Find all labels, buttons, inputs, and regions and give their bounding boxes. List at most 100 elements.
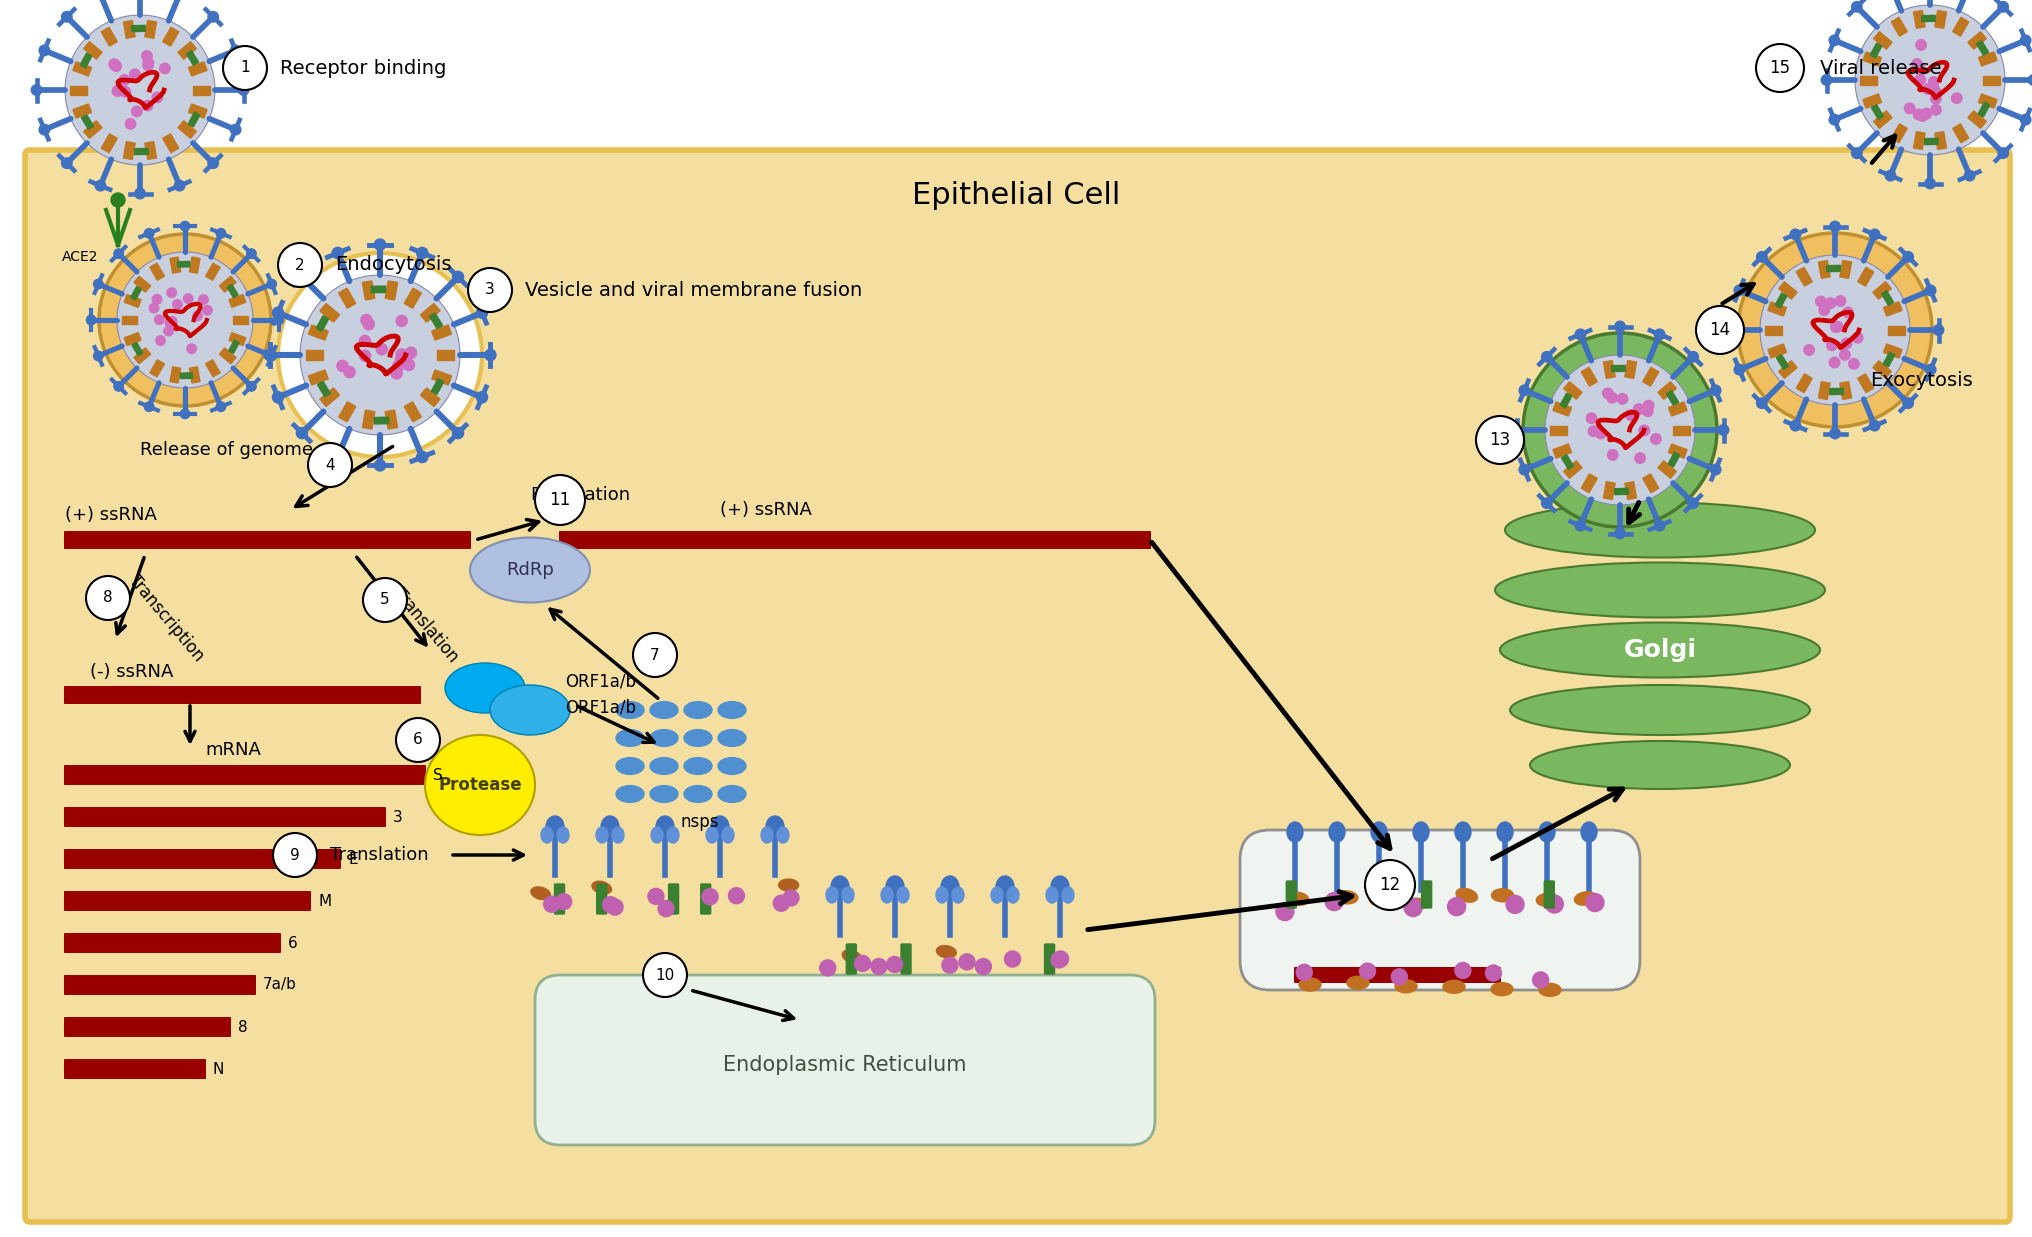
Text: Replication: Replication — [530, 486, 630, 503]
FancyBboxPatch shape — [63, 975, 256, 995]
Polygon shape — [421, 388, 441, 407]
Circle shape — [545, 897, 559, 912]
Polygon shape — [124, 142, 136, 160]
Ellipse shape — [825, 887, 837, 903]
Circle shape — [1835, 296, 1845, 307]
Text: RdRp: RdRp — [506, 562, 555, 579]
FancyBboxPatch shape — [1286, 881, 1296, 908]
Text: (-) ssRNA: (-) ssRNA — [89, 663, 173, 682]
Ellipse shape — [1538, 823, 1554, 842]
Circle shape — [142, 61, 152, 71]
Circle shape — [1902, 251, 1914, 262]
Polygon shape — [1859, 75, 1878, 84]
Circle shape — [1737, 233, 1932, 427]
Circle shape — [886, 956, 902, 972]
Polygon shape — [124, 333, 140, 345]
Circle shape — [61, 158, 71, 168]
Circle shape — [1855, 5, 2006, 155]
Circle shape — [1640, 426, 1650, 435]
Circle shape — [396, 354, 406, 365]
Ellipse shape — [1370, 893, 1390, 907]
Circle shape — [85, 576, 130, 620]
Ellipse shape — [1347, 976, 1370, 990]
Circle shape — [774, 896, 788, 912]
Circle shape — [1869, 229, 1880, 240]
Polygon shape — [205, 263, 219, 281]
Ellipse shape — [530, 887, 551, 899]
Ellipse shape — [896, 887, 908, 903]
Circle shape — [959, 954, 975, 970]
Polygon shape — [1979, 52, 1997, 66]
Ellipse shape — [616, 730, 644, 746]
Circle shape — [1997, 148, 2008, 158]
Circle shape — [1384, 892, 1400, 910]
Circle shape — [144, 229, 154, 238]
Circle shape — [1790, 229, 1800, 240]
Polygon shape — [1550, 426, 1567, 434]
FancyBboxPatch shape — [1240, 830, 1640, 990]
Circle shape — [453, 271, 463, 282]
Text: ORF1a/b: ORF1a/b — [565, 699, 636, 717]
Ellipse shape — [656, 816, 675, 837]
Ellipse shape — [711, 816, 729, 837]
Polygon shape — [1892, 17, 1908, 36]
Ellipse shape — [762, 828, 772, 842]
Ellipse shape — [1063, 887, 1075, 903]
Ellipse shape — [685, 701, 711, 719]
Polygon shape — [431, 325, 451, 340]
Ellipse shape — [843, 950, 862, 964]
Polygon shape — [1766, 325, 1782, 334]
Polygon shape — [1967, 111, 1987, 129]
Ellipse shape — [685, 730, 711, 746]
Ellipse shape — [1298, 978, 1321, 991]
Ellipse shape — [1496, 563, 1825, 617]
Polygon shape — [1874, 111, 1892, 129]
Ellipse shape — [685, 785, 711, 803]
Polygon shape — [83, 121, 102, 139]
Circle shape — [181, 221, 189, 231]
Circle shape — [396, 349, 406, 360]
Circle shape — [331, 247, 343, 259]
Circle shape — [181, 409, 189, 418]
Circle shape — [1914, 74, 1926, 85]
Circle shape — [1733, 365, 1745, 375]
Ellipse shape — [717, 730, 746, 746]
Ellipse shape — [650, 757, 679, 774]
Circle shape — [1276, 903, 1294, 920]
Circle shape — [1869, 421, 1880, 430]
Polygon shape — [386, 411, 398, 429]
Circle shape — [1902, 398, 1914, 408]
Circle shape — [93, 280, 104, 289]
Ellipse shape — [831, 876, 849, 898]
Circle shape — [1626, 409, 1636, 421]
Circle shape — [1575, 521, 1585, 531]
Circle shape — [1920, 109, 1932, 119]
Circle shape — [1997, 1, 2008, 12]
Circle shape — [154, 315, 165, 324]
Ellipse shape — [992, 887, 1004, 903]
Circle shape — [142, 100, 152, 111]
FancyBboxPatch shape — [1422, 881, 1433, 908]
Circle shape — [1589, 426, 1599, 437]
Ellipse shape — [937, 945, 957, 957]
Circle shape — [173, 299, 183, 309]
Ellipse shape — [685, 757, 711, 774]
Ellipse shape — [591, 881, 612, 894]
Polygon shape — [228, 285, 238, 298]
Polygon shape — [1922, 15, 1934, 22]
Circle shape — [175, 181, 185, 190]
Ellipse shape — [1455, 823, 1471, 842]
Circle shape — [224, 46, 266, 90]
Circle shape — [1829, 221, 1841, 231]
Polygon shape — [1668, 402, 1687, 416]
Polygon shape — [1934, 131, 1947, 150]
Polygon shape — [102, 27, 118, 46]
Circle shape — [39, 125, 49, 135]
Text: 2: 2 — [295, 257, 305, 272]
Circle shape — [634, 633, 677, 677]
Circle shape — [1542, 499, 1552, 508]
Text: Golgi: Golgi — [1624, 638, 1697, 662]
Ellipse shape — [886, 876, 904, 898]
Circle shape — [246, 249, 256, 259]
Polygon shape — [1658, 382, 1676, 400]
